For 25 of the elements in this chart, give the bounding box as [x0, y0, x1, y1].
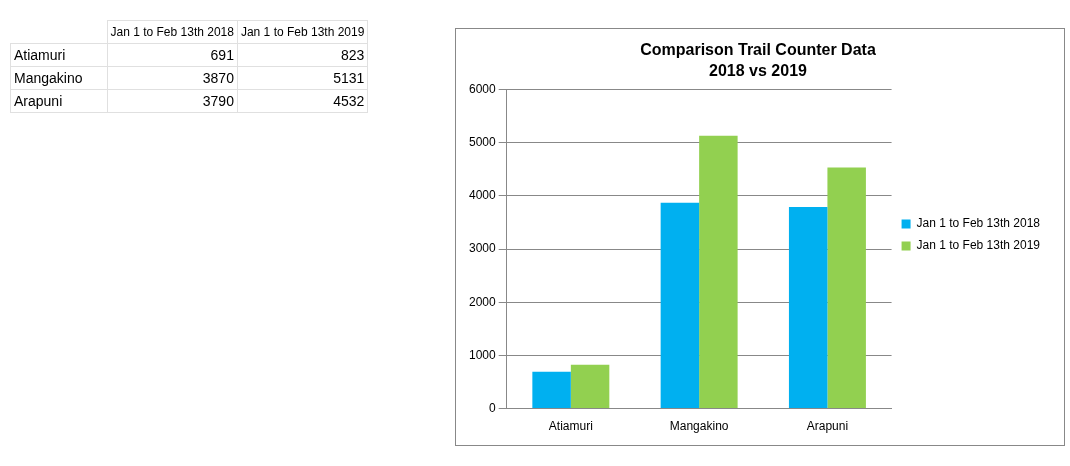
legend-label: Jan 1 to Feb 13th 2019: [916, 238, 1041, 253]
text: 823: [237, 43, 368, 67]
chart-title: Comparison Trail Counter Data: [640, 41, 876, 59]
category-label: Arapuni: [14, 93, 63, 109]
text: Jan 1 to Feb 13th 2018: [110, 25, 234, 39]
chart-subtitle: 2018 vs 2019: [709, 62, 808, 80]
category-label: Atiamuri: [14, 47, 66, 63]
y-tick-label: 1000: [468, 347, 497, 362]
y-tick-label: 6000: [468, 81, 497, 96]
y-tick-label: 3000: [468, 241, 497, 256]
category-label: Mangakino: [14, 70, 83, 86]
x-tick-label: Arapuni: [806, 419, 849, 434]
y-tick-label: 0: [489, 400, 497, 415]
text: 3790: [107, 89, 238, 113]
x-tick-label: Mangakino: [669, 419, 729, 434]
y-tick-label: 2000: [468, 294, 497, 309]
y-tick-label: 4000: [468, 188, 497, 203]
text: 3870: [107, 66, 238, 90]
text: Jan 1 to Feb 13th 2019: [240, 25, 365, 39]
y-tick-label: 5000: [468, 134, 497, 149]
legend-label: Jan 1 to Feb 13th 2018: [916, 216, 1041, 231]
text: 4532: [237, 89, 368, 113]
x-tick-label: Atiamuri: [548, 419, 593, 434]
text: 5131: [237, 66, 368, 90]
text: 691: [107, 43, 238, 67]
